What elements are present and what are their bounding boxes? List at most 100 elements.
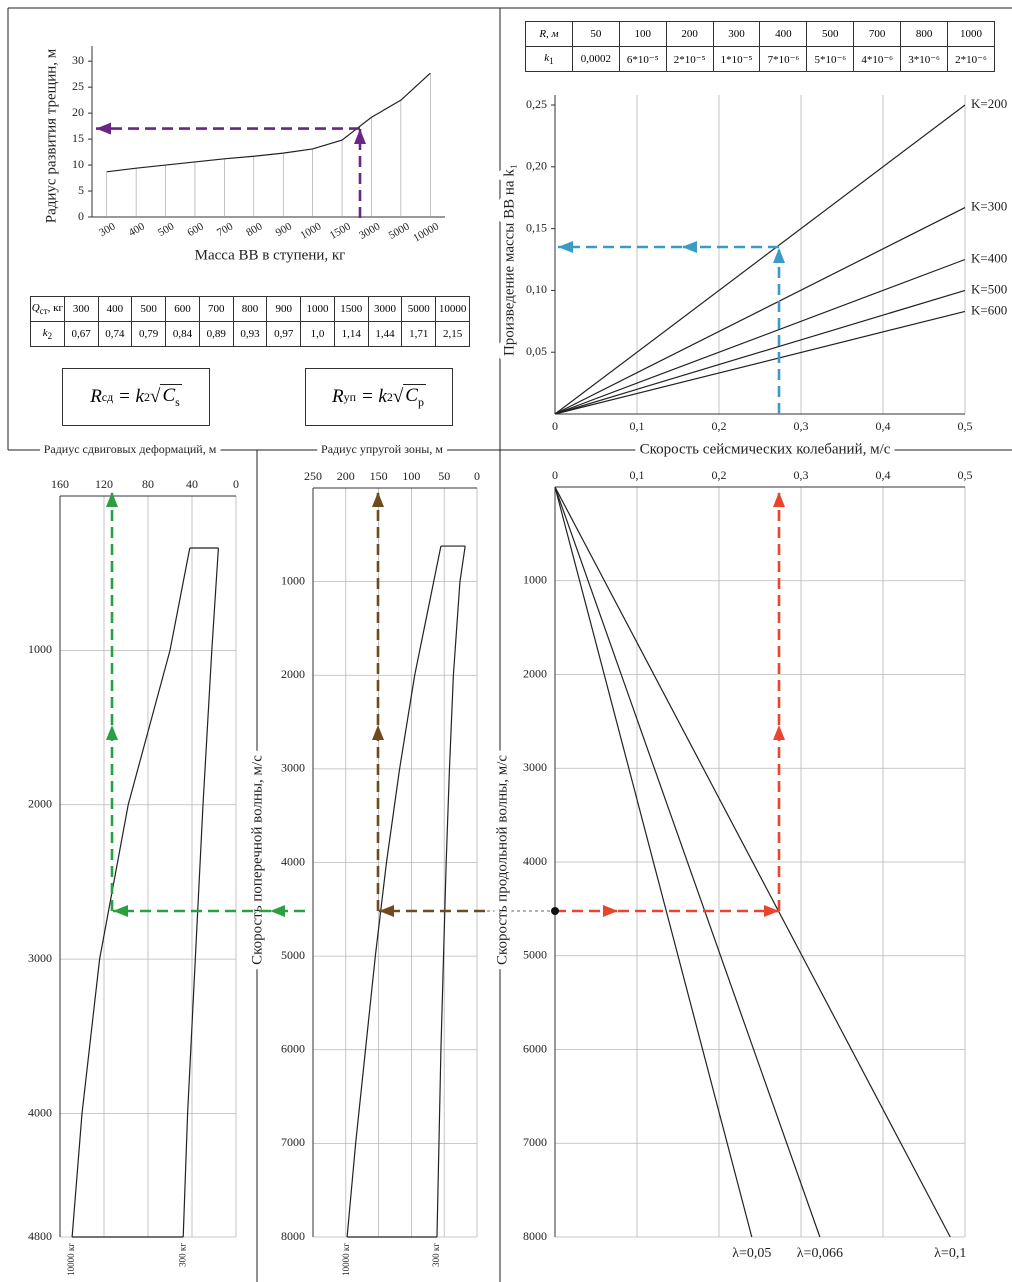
x-tick-label: 3000 (357, 220, 382, 242)
chart-title: Радиус упругой зоны, м (321, 442, 443, 456)
row-label: k2 (30, 321, 65, 347)
table-cell: 7*10⁻⁶ (759, 46, 808, 72)
x-tick-label: 0 (474, 469, 480, 483)
example-path (96, 122, 785, 917)
table-cell: 4*10⁻⁶ (853, 46, 902, 72)
x-tick-label: 300 (97, 220, 118, 239)
table-cell: 500 (131, 296, 167, 322)
y-axis-label: Скорость продольной волны, м/с (494, 755, 510, 965)
start-point (551, 907, 559, 915)
table-row: Qст, кг 300 400 500 600 700 800 900 1000 1500 3000… (30, 296, 470, 322)
table-cell: 1,0 (300, 321, 335, 347)
table-cell: 2*10⁻⁵ (665, 46, 714, 72)
y-tick-label: 6000 (523, 1041, 547, 1055)
chart-title: Радиус сдвиговых деформаций, м (44, 442, 217, 456)
label-text: R, м (539, 28, 559, 40)
table-cell: 10000 (435, 296, 470, 322)
x-tick-label: 200 (337, 469, 355, 483)
table-cell: 1500 (333, 296, 369, 322)
table-cell: 1000 (300, 296, 335, 322)
y-tick-label: 0,15 (526, 220, 547, 234)
table-cell: 1,44 (367, 321, 403, 347)
table-cell: 800 (232, 296, 268, 322)
x-tick-label: 900 (274, 220, 295, 239)
label-text: k (42, 326, 48, 339)
x-tick-label: 80 (142, 477, 154, 491)
data-line (554, 486, 753, 1238)
data-line (436, 545, 466, 1238)
x-tick-label: 5000 (387, 220, 412, 242)
table-cell: 2*10⁻⁶ (947, 46, 995, 72)
y-axis-label: Радиус развития трещин, м (43, 48, 59, 223)
x-tick-label: 800 (244, 220, 265, 239)
y-axis-label: Произведение массы ВВ на k₁ (501, 164, 517, 356)
series-label: 300 кг (177, 1243, 187, 1267)
formula-part: 2 (144, 389, 150, 404)
data-line (554, 486, 821, 1238)
y-tick-label: 5000 (523, 948, 547, 962)
y-tick-label: 3000 (523, 760, 547, 774)
x-tick-label: 40 (186, 477, 198, 491)
x-tick-label: 10000 (411, 220, 441, 244)
table-row: R, м 50 100 200 300 400 500 700 800 1000 (525, 21, 995, 47)
data-line (554, 207, 966, 415)
table-cell: 0,0002 (571, 46, 620, 72)
x-tick-label: 700 (215, 220, 236, 239)
label-suffix: , кг (47, 301, 63, 314)
table-cell: 0,79 (131, 321, 167, 347)
table-cell: 900 (266, 296, 302, 322)
x-tick-label: 250 (304, 469, 322, 483)
formula-part: 2 (386, 389, 393, 404)
series-label: K=600 (971, 302, 1007, 317)
table-cell: 6*10⁻⁵ (618, 46, 667, 72)
formula-part: R (90, 386, 102, 407)
x-tick-label: 1000 (298, 220, 323, 242)
y-tick-label: 0,25 (526, 97, 547, 111)
table-cell: 300 (712, 21, 761, 47)
series-label: λ=0,05 (732, 1246, 771, 1261)
row-label: k1 (525, 46, 573, 72)
data-line (554, 486, 951, 1238)
y-tick-label: 0,10 (526, 282, 547, 296)
series-label: K=300 (971, 199, 1007, 214)
table-cell: 1,71 (401, 321, 437, 347)
table-cell: 500 (806, 21, 855, 47)
x-axis-label: Скорость сейсмических колебаний, м/с (640, 441, 891, 457)
data-line (554, 258, 966, 415)
table-cell: 2,15 (435, 321, 470, 347)
plots: Радиус развития трещин, м Масса ВВ в ступ… (28, 43, 1007, 1276)
y-tick-label: 0,20 (526, 159, 547, 173)
series-label: K=400 (971, 250, 1007, 265)
formula-part: сд (101, 389, 114, 404)
table-cell: 0,74 (97, 321, 133, 347)
series-label: 300 кг (431, 1243, 441, 1267)
y-tick-label: 10 (72, 157, 84, 171)
table-cell: 50 (571, 21, 620, 47)
x-tick-label: 0,1 (630, 419, 645, 433)
x-tick-label: 150 (370, 469, 388, 483)
y-tick-label: 25 (72, 79, 84, 93)
table-row: k1 0,0002 6*10⁻⁵ 2*10⁻⁵ 1*10⁻⁵ 7*10⁻⁶ 5*10⁻⁶ 4*… (525, 46, 995, 72)
x-tick-label: 400 (127, 220, 148, 239)
x-tick-label: 160 (51, 477, 69, 491)
x-tick-label: 0 (233, 477, 239, 491)
table-row: k2 0,67 0,74 0,79 0,84 0,89 0,93 0,97 1,0 1,14 1,4… (30, 321, 470, 347)
formula-part: = k (356, 386, 387, 407)
x-tick-label: 0,3 (794, 419, 809, 433)
formula-part: C (162, 385, 176, 407)
x-tick-label: 0,3 (794, 468, 809, 482)
x-tick-label: 1500 (328, 220, 353, 242)
formula-part: R (332, 386, 344, 407)
y-tick-label: 3000 (281, 761, 305, 775)
data-line (554, 289, 966, 415)
x-tick-label: 0,4 (876, 419, 891, 433)
y-tick-label: 1000 (281, 573, 305, 587)
table-cell: 1000 (947, 21, 995, 47)
y-tick-label: 7000 (281, 1135, 305, 1149)
label-sub: 1 (549, 56, 554, 67)
formula-part: C (405, 385, 418, 407)
x-axis-label: Масса ВВ в ступени, кг (195, 247, 346, 263)
